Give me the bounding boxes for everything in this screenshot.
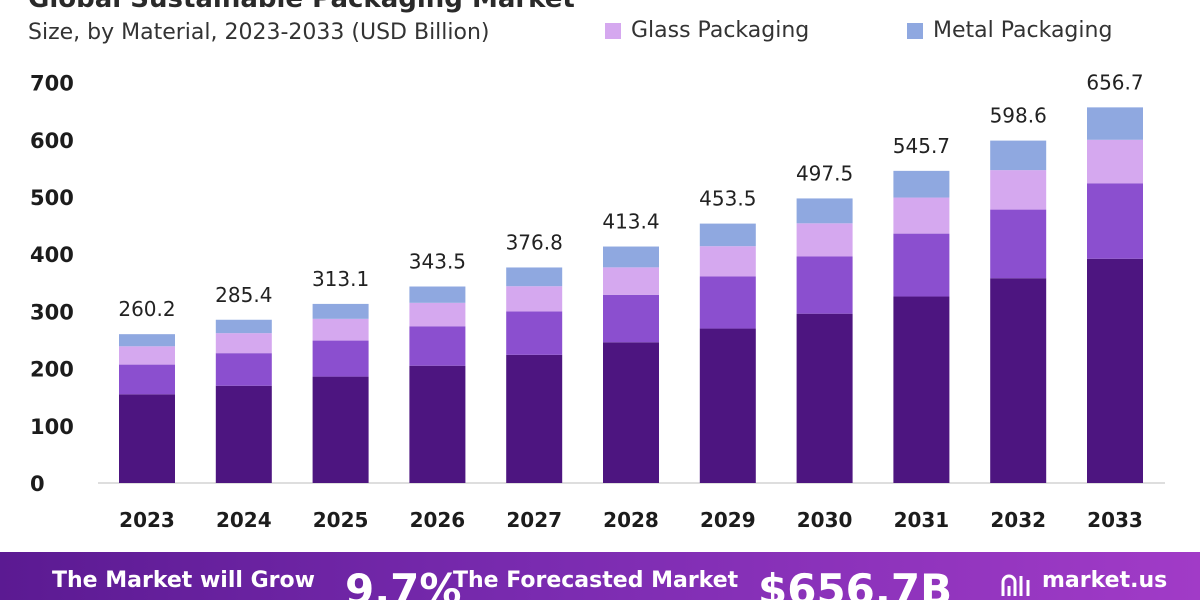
bar-segment: [796, 313, 853, 483]
x-tick-label: 2028: [603, 508, 659, 532]
bar-segment: [1087, 258, 1143, 483]
chart-title: Global Sustainable Packaging Market: [28, 0, 575, 14]
bar-segment: [990, 140, 1047, 171]
bar-segment: [1087, 139, 1143, 184]
bar-segment: [699, 276, 756, 329]
bar-segment: [506, 267, 563, 287]
bar-segment: [409, 286, 466, 303]
y-tick-label: 500: [30, 186, 74, 210]
bar-total-label: 413.4: [602, 210, 659, 234]
bar-segment: [506, 286, 563, 312]
bar-segment: [796, 223, 853, 257]
bar-segment: [893, 170, 950, 198]
bar-total-label: 343.5: [409, 250, 466, 274]
bar-total-label: 656.7: [1086, 70, 1143, 94]
x-tick-label: 2030: [797, 508, 853, 532]
bar-total-label: 598.6: [990, 104, 1047, 128]
bar-segment: [990, 170, 1047, 210]
chart-subtitle: Size, by Material, 2023-2033 (USD Billio…: [28, 20, 490, 45]
bar-segment: [699, 246, 756, 277]
promo-banner: The Market will Grow 9.7% The Forecasted…: [0, 552, 1200, 600]
legend-swatch-metal: [907, 22, 923, 39]
bar-segment: [990, 278, 1047, 483]
legend-label-glass: Glass Packaging: [631, 18, 810, 43]
bar-total-label: 453.5: [699, 187, 756, 211]
bar-segment: [1087, 107, 1143, 140]
bar-segment: [312, 318, 369, 341]
bar-segment: [1087, 183, 1143, 259]
bar-segment: [312, 376, 369, 483]
x-tick-label: 2023: [119, 508, 175, 532]
bar-total-label: 285.4: [215, 283, 272, 307]
x-tick-label: 2032: [990, 508, 1046, 532]
bar-segment: [506, 354, 563, 483]
bar-segment: [215, 385, 272, 483]
bar-segment: [893, 197, 950, 234]
legend-swatch-glass: [605, 22, 621, 39]
brand-name: market.us: [1042, 568, 1168, 593]
stacked-bar-chart: 0 100 200 300 400 500 600 700 260.2 2023 285.4 2024…: [30, 70, 1165, 532]
bar-total-label: 376.8: [506, 230, 563, 254]
y-tick-label: 600: [30, 129, 74, 153]
bar-segment: [603, 246, 659, 268]
bar-segment: [893, 233, 950, 297]
bar-segment: [699, 223, 756, 247]
banner-forecast-text: The Forecasted Market: [453, 568, 739, 593]
bar-segment: [312, 303, 369, 319]
bar-segment: [215, 353, 272, 386]
legend-item-metal: Metal Packaging: [907, 18, 1112, 43]
bar-segment: [796, 256, 853, 314]
bar-segment: [409, 365, 466, 483]
market-us-logo-icon: [1001, 574, 1030, 596]
bar-segment: [215, 319, 272, 334]
bar-total-label: 545.7: [893, 134, 950, 158]
bar-segment: [119, 346, 175, 365]
bar-segment: [603, 294, 659, 343]
bar-segment: [215, 333, 272, 354]
bar-segment: [312, 340, 369, 377]
x-tick-label: 2031: [894, 508, 950, 532]
y-tick-label: 200: [30, 358, 74, 382]
banner-cagr-value: 9.7%: [345, 565, 462, 600]
bar-segment: [119, 334, 175, 347]
bar-total-label: 497.5: [796, 161, 853, 185]
bar-segment: [506, 311, 563, 355]
x-tick-label: 2025: [313, 508, 369, 532]
x-tick-label: 2027: [506, 508, 562, 532]
banner-grow-text: The Market will Grow: [52, 568, 315, 593]
bar-segment: [796, 198, 853, 224]
x-tick-label: 2026: [410, 508, 466, 532]
bar-segment: [603, 267, 659, 295]
y-tick-label: 700: [30, 72, 74, 96]
x-tick-label: 2024: [216, 508, 272, 532]
x-tick-label: 2033: [1087, 508, 1143, 532]
bar-segment: [409, 326, 466, 366]
bar-segment: [119, 364, 175, 395]
legend-label-metal: Metal Packaging: [933, 18, 1113, 43]
y-tick-label: 400: [30, 243, 74, 267]
bar-segment: [990, 209, 1047, 279]
bar-segment: [893, 296, 950, 483]
y-tick-label: 100: [30, 415, 74, 439]
y-tick-label: 0: [30, 472, 45, 496]
banner-forecast-value: $656.7B: [758, 565, 953, 600]
bar-segment: [699, 328, 756, 483]
x-tick-label: 2029: [700, 508, 756, 532]
bar-segment: [603, 342, 659, 483]
bar-total-label: 260.2: [118, 297, 175, 321]
legend-item-glass: Glass Packaging: [605, 18, 809, 43]
y-tick-label: 300: [30, 300, 74, 324]
bar-segment: [119, 394, 175, 483]
bar-total-label: 313.1: [312, 267, 369, 291]
bar-segment: [409, 302, 466, 327]
